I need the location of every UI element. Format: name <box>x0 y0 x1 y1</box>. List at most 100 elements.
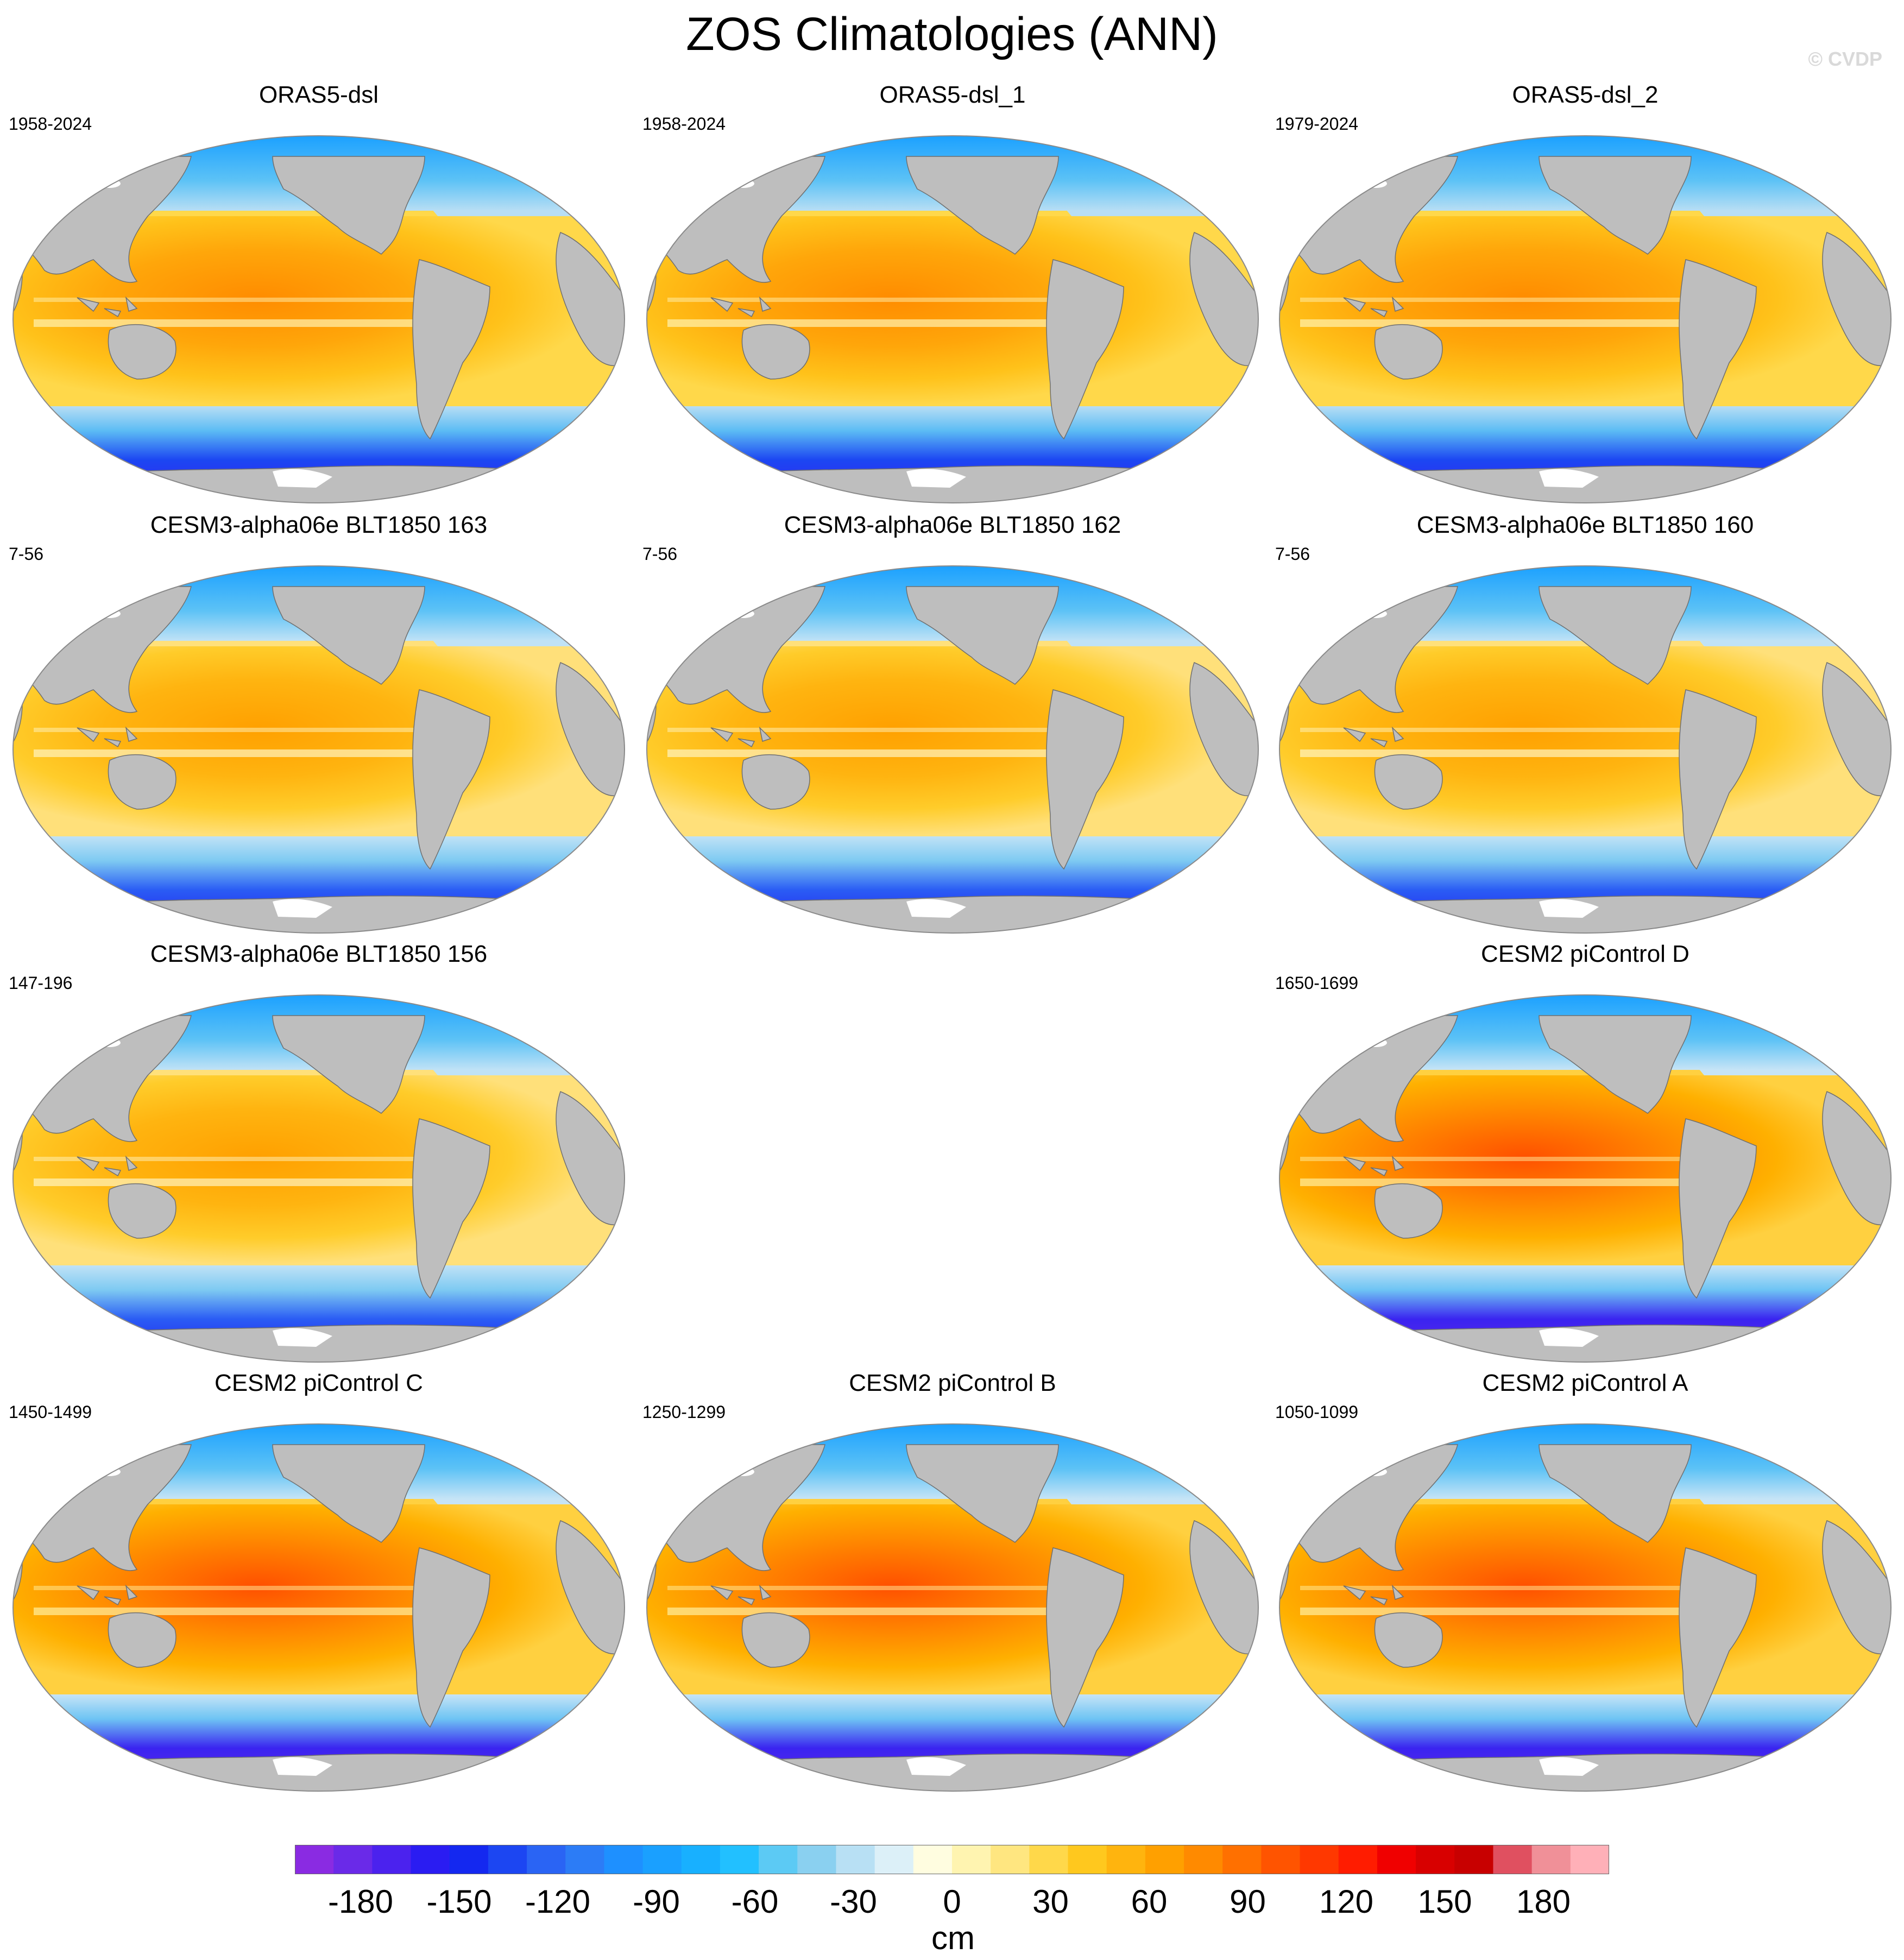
colorbar-swatch <box>1029 1845 1069 1874</box>
panel-years: 7-56 <box>9 544 44 564</box>
north-america-land <box>272 1015 425 1114</box>
panel-years: 1050-1099 <box>1275 1402 1359 1422</box>
colorbar-tick-label: -180 <box>327 1883 394 1920</box>
panel-title: CESM2 piControl D <box>1481 941 1689 967</box>
colorbar-swatch <box>991 1845 1030 1874</box>
antarctic-sea-ice <box>273 1328 332 1347</box>
colorbar-swatch <box>1145 1845 1184 1874</box>
map-panel: ORAS5-dsl 1958-2024 <box>4 11 633 503</box>
panel-title: CESM3-alpha06e BLT1850 162 <box>784 512 1121 538</box>
world-map <box>12 135 625 503</box>
world-map <box>12 994 625 1363</box>
south-america-land <box>1046 1547 1124 1728</box>
arctic-ice-patch <box>99 179 121 188</box>
colorbar-swatch <box>1493 1845 1533 1874</box>
panel-title: ORAS5-dsl_1 <box>879 81 1026 108</box>
world-map <box>1279 994 1892 1363</box>
africa-west-land <box>1822 1091 1891 1226</box>
arctic-ice-patch <box>733 179 754 188</box>
antarctic-sea-ice <box>273 469 332 488</box>
north-america-land <box>272 156 425 255</box>
panel-title: CESM3-alpha06e BLT1850 163 <box>150 512 488 538</box>
indonesia-islands <box>77 726 138 748</box>
world-map <box>646 565 1259 934</box>
north-america-land <box>1539 586 1692 685</box>
australia-land <box>108 1612 176 1668</box>
australia-land <box>1374 754 1443 810</box>
equatorial-stripe <box>667 319 1113 327</box>
colorbar-swatch <box>1338 1845 1378 1874</box>
main-title: ZOS Climatologies (ANN) <box>686 8 1218 60</box>
indonesia-islands <box>77 296 138 318</box>
map-boundary <box>12 135 625 503</box>
africa-west-land <box>1189 662 1258 797</box>
africa-west-land <box>556 1520 625 1655</box>
equatorial-stripe-2 <box>1300 298 1745 302</box>
north-america-land <box>906 1444 1059 1543</box>
antarctic-sea-ice <box>273 899 332 918</box>
arctic-ice-patch <box>99 1467 121 1476</box>
colorbar-tick-label: 150 <box>1417 1883 1472 1920</box>
arctic-ice-patch <box>733 1467 754 1476</box>
colorbar-swatch <box>952 1845 991 1874</box>
world-map <box>646 1423 1259 1792</box>
arctic-ice-patch <box>1365 609 1387 618</box>
south-america-land <box>1679 259 1757 440</box>
africa-west-land <box>1189 1520 1258 1655</box>
colorbar-swatch <box>565 1845 605 1874</box>
colorbar-swatch <box>527 1845 566 1874</box>
map-panel: ORAS5-dsl_1 1958-2024 <box>638 11 1267 503</box>
world-map <box>12 1423 625 1792</box>
south-america-land <box>1046 259 1124 440</box>
panel-title: CESM2 piControl C <box>215 1370 423 1396</box>
world-map <box>1279 135 1892 503</box>
map-panel: CESM3-alpha06e BLT1850 162 7-56 <box>638 441 1267 934</box>
colorbar-tick-label: -30 <box>830 1883 877 1920</box>
colorbar-swatch <box>411 1845 450 1874</box>
north-america-land <box>272 586 425 685</box>
panel-title: ORAS5-dsl <box>259 81 379 108</box>
map-boundary <box>646 1423 1259 1792</box>
colorbar-swatch <box>913 1845 953 1874</box>
panel-years: 1450-1499 <box>9 1402 92 1422</box>
australia-land <box>1374 1183 1443 1239</box>
antarctic-sea-ice <box>1539 1757 1599 1776</box>
equatorial-stripe <box>667 1608 1113 1615</box>
south-america-land <box>412 1547 490 1728</box>
colorbar-swatch <box>1222 1845 1262 1874</box>
equatorial-stripe <box>34 749 479 757</box>
equatorial-stripe <box>1300 1178 1745 1186</box>
antarctic-sea-ice <box>906 899 966 918</box>
indonesia-islands <box>77 1155 138 1177</box>
australia-land <box>108 324 176 380</box>
equatorial-stripe <box>34 1608 479 1615</box>
colorbar-swatch <box>1106 1845 1146 1874</box>
africa-west-land <box>1822 662 1891 797</box>
panel-years: 7-56 <box>642 544 678 564</box>
equatorial-stripe <box>1300 1608 1745 1615</box>
indonesia-islands <box>1343 296 1404 318</box>
colorbar-swatch <box>642 1845 682 1874</box>
indonesia-islands <box>1343 1155 1404 1177</box>
australia-land <box>108 1183 176 1239</box>
panel-years: 1250-1299 <box>642 1402 726 1422</box>
panel-years: 147-196 <box>9 973 73 993</box>
world-map <box>12 565 625 934</box>
north-america-land <box>1539 156 1692 255</box>
africa-west-land <box>1189 232 1258 367</box>
equatorial-stripe <box>1300 749 1745 757</box>
map-boundary <box>12 994 625 1363</box>
antarctic-sea-ice <box>1539 1328 1599 1347</box>
equatorial-stripe-2 <box>34 1157 479 1161</box>
world-map <box>1279 1423 1892 1792</box>
map-panel: CESM2 piControl C 1450-1499 <box>4 1299 633 1792</box>
map-boundary <box>1279 565 1892 934</box>
equatorial-stripe-2 <box>34 728 479 732</box>
equatorial-stripe-2 <box>667 728 1113 732</box>
colorbar-swatch <box>295 1845 334 1874</box>
colorbar-tick-label: 30 <box>1032 1883 1069 1920</box>
map-boundary <box>646 565 1259 934</box>
map-panel: CESM3-alpha06e BLT1850 156 147-196 <box>4 870 633 1363</box>
north-america-land <box>906 156 1059 255</box>
arctic-ice-patch <box>1365 1038 1387 1047</box>
